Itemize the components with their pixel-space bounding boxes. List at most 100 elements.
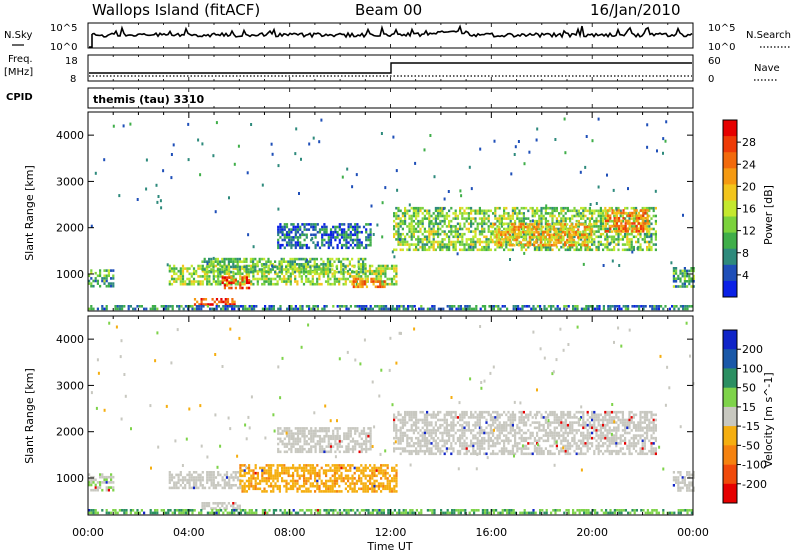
power-cell: [268, 305, 271, 308]
power-cell: [679, 280, 682, 283]
velocity-cell: [454, 431, 457, 435]
power-cell: [367, 236, 370, 239]
power-cell: [254, 263, 257, 266]
power-cell: [441, 230, 444, 233]
velocity-cell: [292, 471, 295, 475]
velocity-cell: [463, 431, 466, 435]
velocity-cell: [478, 434, 481, 437]
velocity-cell: [267, 474, 270, 478]
power-cell: [559, 241, 562, 244]
power-cell: [682, 307, 685, 311]
power-cell: [640, 214, 643, 217]
velocity-cell: [309, 469, 312, 472]
power-cell: [617, 235, 620, 239]
power-cell: [550, 307, 553, 311]
power-cell: [484, 307, 487, 311]
velocity-cell: [452, 449, 455, 453]
power-cell: [199, 280, 202, 283]
power-cell: [502, 243, 505, 247]
power-cell: [327, 264, 330, 268]
power-cell: [538, 227, 541, 231]
power-cell: [604, 219, 607, 223]
power-cell: [362, 270, 365, 274]
velocity-cell: [454, 442, 457, 445]
power-cell: [351, 280, 354, 283]
power-cell: [580, 248, 583, 252]
power-cell: [356, 305, 359, 308]
power-cell: [637, 222, 640, 225]
power-cell: [644, 224, 647, 228]
power-cell: [99, 271, 102, 275]
power-cell: [247, 268, 250, 271]
power-cell: [367, 233, 370, 237]
power-cell: [361, 280, 364, 283]
power-cell: [588, 223, 591, 226]
power-cell: [631, 214, 634, 217]
power-cell: [305, 305, 308, 308]
power-cell: [404, 307, 407, 311]
power-cell: [450, 227, 453, 231]
power-cell: [202, 305, 205, 308]
velocity-cell: [492, 418, 495, 422]
velocity-cell: [443, 429, 446, 432]
power-cell: [288, 236, 291, 239]
velocity-cell: [421, 439, 424, 443]
power-cell: [580, 206, 583, 210]
power-cell: [88, 274, 91, 278]
power-cell: [591, 217, 594, 220]
velocity-cell: [99, 481, 102, 484]
power-cell: [232, 278, 235, 282]
power-cell: [503, 209, 506, 213]
power-cell: [505, 217, 508, 220]
power-cell: [367, 243, 370, 247]
power-cell: [292, 228, 295, 231]
power-cell: [365, 243, 368, 247]
power-scatter-point: [145, 187, 148, 191]
power-cell: [294, 241, 297, 244]
power-cell: [362, 246, 366, 250]
power-cell: [230, 270, 233, 274]
power-cell: [415, 209, 418, 213]
velocity-cell: [305, 477, 308, 480]
power-cell: [630, 217, 633, 220]
velocity-cell: [296, 466, 299, 470]
power-cell: [443, 245, 446, 249]
power-cell: [549, 230, 552, 233]
power-cell: [646, 240, 649, 244]
power-cell: [536, 245, 539, 249]
power-cell: [219, 260, 222, 263]
power-cell: [569, 217, 572, 220]
power-cell: [487, 230, 490, 233]
velocity-cell: [412, 444, 415, 448]
power-cell: [581, 241, 584, 244]
power-cell: [417, 206, 420, 210]
power-cell: [586, 245, 589, 249]
velocity-cell: [214, 476, 218, 479]
power-cell: [343, 236, 346, 239]
velocity-cell: [276, 487, 279, 491]
velocity-cell: [190, 476, 193, 479]
power-cell: [243, 276, 246, 279]
power-cell: [279, 223, 282, 226]
velocity-cell: [408, 418, 411, 422]
velocity-cell: [428, 434, 431, 437]
velocity-cell: [511, 449, 514, 453]
velocity-cell: [549, 431, 552, 435]
power-cell: [533, 225, 536, 229]
power-cell: [650, 245, 653, 249]
power-cell: [221, 260, 224, 263]
power-cell: [450, 219, 453, 223]
power-cell: [291, 257, 294, 261]
velocity-cell: [327, 487, 330, 491]
power-cell: [200, 305, 203, 308]
power-cell: [404, 214, 407, 218]
velocity-cell: [470, 439, 473, 443]
velocity-cell: [432, 426, 435, 430]
power-cell: [294, 305, 297, 308]
power-cell: [312, 233, 315, 237]
velocity-cell: [223, 502, 226, 505]
power-cell: [399, 219, 402, 223]
power-cell: [121, 307, 124, 311]
power-scatter-point: [597, 117, 600, 121]
power-cell: [644, 227, 647, 230]
